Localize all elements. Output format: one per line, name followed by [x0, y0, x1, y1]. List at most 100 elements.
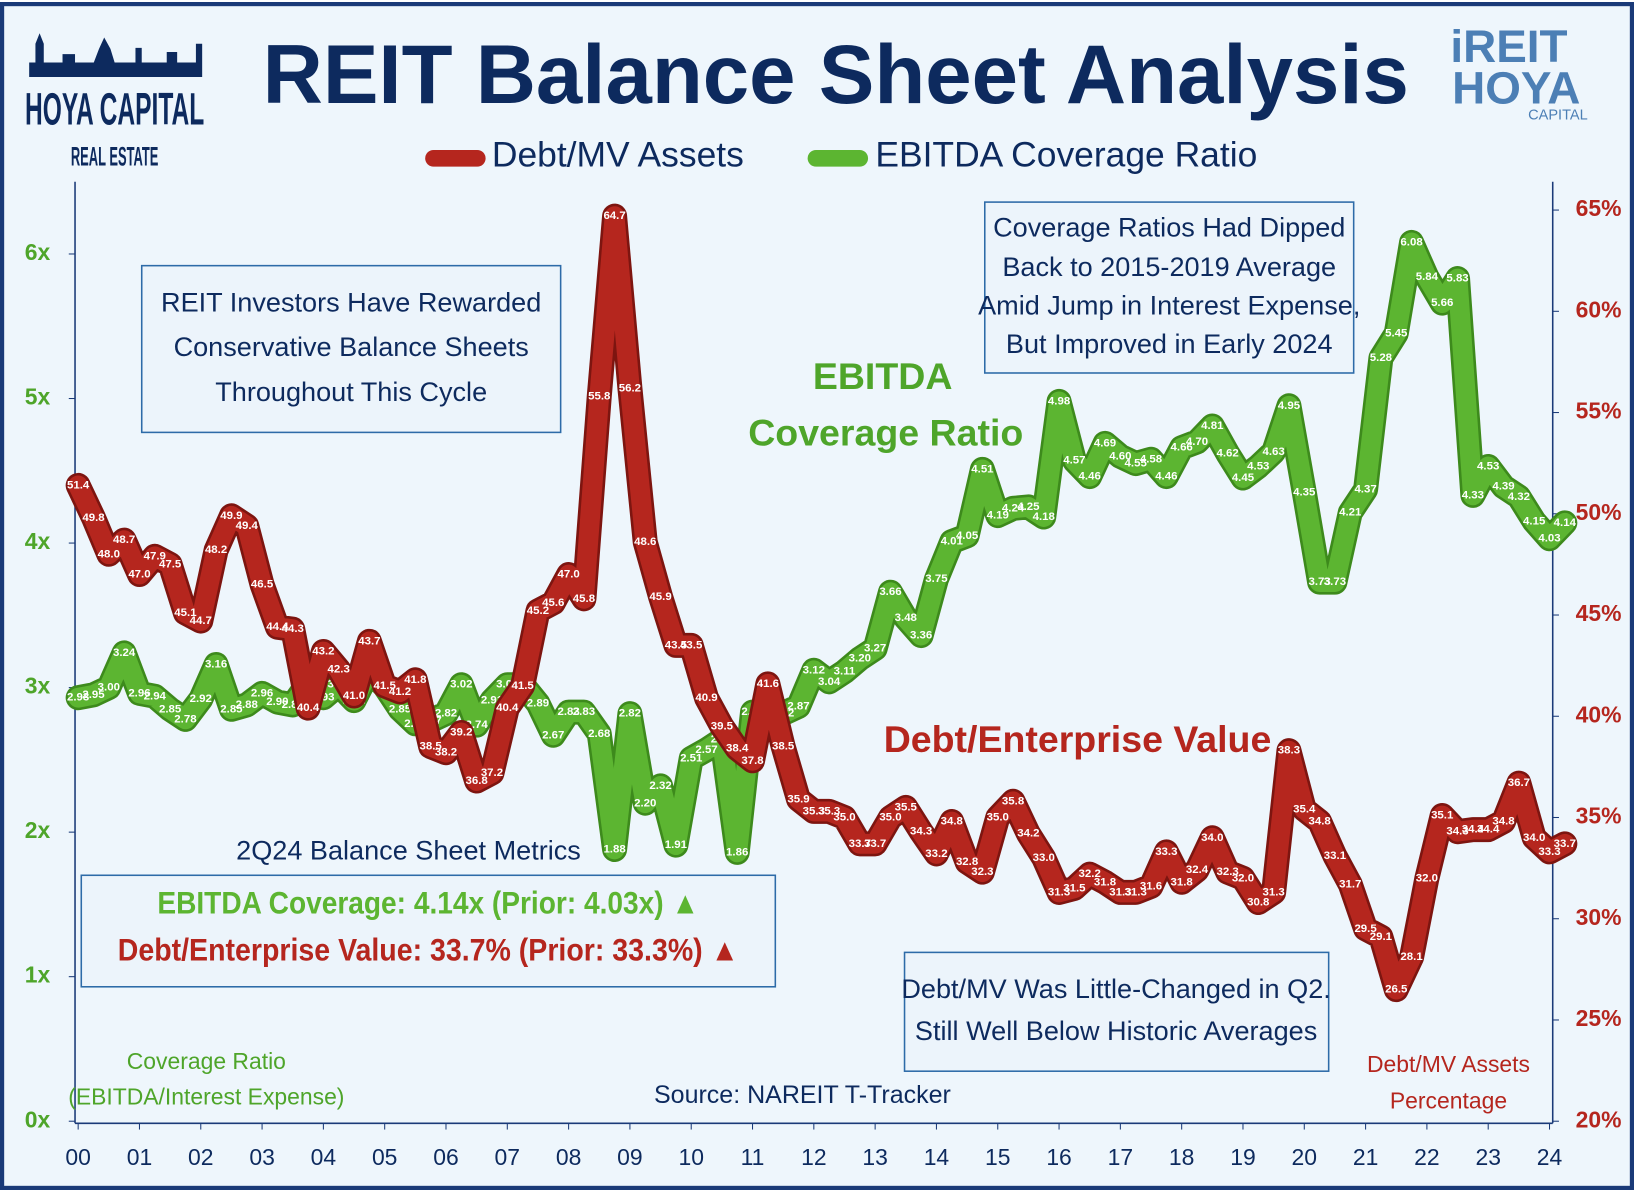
logo-text: HOYA CAPITAL	[25, 83, 204, 135]
data-label: 4.51	[971, 463, 994, 475]
x-tick-label: 14	[924, 1144, 950, 1170]
x-tick-label: 11	[741, 1144, 765, 1170]
data-label: 3.66	[879, 586, 901, 598]
data-label: 33.7	[849, 838, 871, 850]
data-label: 2.82	[619, 708, 641, 720]
y2-tick-label: 40%	[1576, 701, 1622, 727]
x-tick-label: 19	[1230, 1144, 1255, 1170]
x-tick-label: 18	[1169, 1144, 1194, 1170]
x-tick-label: 22	[1414, 1144, 1439, 1170]
data-label: 4.24	[1002, 502, 1025, 514]
data-label: 5.83	[1446, 273, 1468, 285]
data-label: 3.00	[98, 682, 120, 694]
data-label: 43.5	[665, 639, 688, 651]
note-box	[983, 201, 1355, 374]
x-tick-label: 17	[1108, 1144, 1133, 1170]
x-tick-label: 13	[862, 1144, 887, 1170]
data-label: 34.4	[1477, 824, 1500, 836]
x-tick-label: 00	[65, 1144, 90, 1170]
chart-title: REIT Balance Sheet Analysis	[263, 28, 1409, 121]
data-label: 47.0	[128, 569, 150, 581]
data-label: 35.0	[833, 812, 855, 824]
data-label: 34.0	[1201, 832, 1223, 844]
data-label: 4.25	[1017, 501, 1040, 513]
data-label: 64.7	[603, 210, 625, 222]
data-label: 3.24	[113, 647, 136, 659]
series-line	[68, 206, 1575, 1000]
data-label: 4.58	[1140, 453, 1163, 465]
left-logo: HOYA CAPITAL REAL ESTATE	[25, 33, 204, 171]
data-label: 41.0	[343, 690, 365, 702]
data-label: 2.57	[695, 744, 717, 756]
y2-tick-label: 65%	[1576, 195, 1622, 221]
data-label: 2.89	[527, 698, 549, 710]
annotations: REIT Investors Have Rewarded Conservativ…	[68, 201, 1530, 1114]
x-tick-label: 06	[433, 1144, 458, 1170]
data-label: 32.8	[956, 856, 979, 868]
note-text: Amid Jump in Interest Expense,	[978, 289, 1360, 320]
data-label: 2.83	[557, 706, 579, 718]
legend-swatch	[425, 149, 486, 167]
legend-swatch	[807, 149, 869, 167]
data-label: 35.8	[1002, 795, 1025, 807]
y2-tick-label: 20%	[1576, 1106, 1622, 1132]
data-label: 3.02	[450, 679, 472, 691]
data-label: 2.20	[634, 797, 656, 809]
data-label: 47.0	[557, 569, 579, 581]
data-label: 34.8	[1492, 816, 1515, 828]
data-label: 4.55	[1125, 458, 1148, 470]
data-label: 44.7	[190, 615, 212, 627]
data-label: 48.0	[98, 548, 120, 560]
data-label: 35.1	[1431, 810, 1454, 822]
y2-tick-label: 50%	[1576, 499, 1622, 525]
data-label: 37.8	[741, 755, 764, 767]
data-label: 43.2	[312, 645, 334, 657]
data-label: 4.37	[1354, 484, 1376, 496]
data-label: 55.8	[588, 390, 611, 402]
data-label: 46.5	[251, 579, 274, 591]
data-label: 35.4	[1293, 803, 1316, 815]
data-label: 4.03	[1538, 533, 1560, 545]
data-label: 35.0	[987, 812, 1009, 824]
data-label: 2.82	[435, 708, 457, 720]
data-label: 32.4	[1186, 864, 1209, 876]
data-label: 34.3	[910, 826, 932, 838]
data-label: 2.32	[649, 780, 671, 792]
note-text: Still Well Below Historic Averages	[915, 1015, 1317, 1046]
data-label: 30.8	[1247, 897, 1270, 909]
data-label: 38.3	[1278, 745, 1300, 757]
data-label: 3.73	[1324, 576, 1346, 588]
skyline	[29, 33, 203, 78]
data-label: 44.3	[282, 623, 304, 635]
data-label: 3.11	[834, 666, 856, 678]
data-label: 32.3	[1217, 866, 1239, 878]
note-text: Debt/MV Was Little-Changed in Q2.	[901, 973, 1330, 1004]
series-label: Coverage Ratio	[748, 411, 1023, 453]
data-label: 45.6	[542, 597, 564, 609]
x-tick-label: 10	[678, 1144, 703, 1170]
data-label: 49.9	[220, 510, 242, 522]
data-label: 3.75	[925, 573, 948, 585]
data-label: 4.63	[1262, 446, 1284, 458]
x-tick-label: 09	[617, 1144, 642, 1170]
x-tick-label: 02	[188, 1144, 213, 1170]
data-label: 39.2	[450, 726, 472, 738]
plot: 0x 1x 2x 3x 4x 5x 6x 20% 25% 30% 35% 40% 45% 50% 55% 60…	[25, 181, 1622, 1170]
y2-tick-label: 25%	[1576, 1005, 1622, 1031]
note-box	[80, 874, 777, 988]
data-label: 4.05	[956, 530, 979, 542]
y-tick-label: 5x	[25, 384, 51, 410]
data-label: 4.18	[1033, 511, 1056, 523]
data-label: 33.7	[1554, 838, 1576, 850]
data-label: 2.51	[680, 752, 703, 764]
data-label: 48.2	[205, 544, 227, 556]
data-label: 51.4	[67, 479, 90, 491]
x-tick-label: 08	[556, 1144, 581, 1170]
data-label: 2.85	[220, 703, 243, 715]
y2-tick-label: 45%	[1576, 600, 1622, 626]
data-label: 41.8	[404, 674, 427, 686]
data-label: 49.4	[236, 520, 259, 532]
x-tick-label: 04	[311, 1144, 337, 1170]
data-label: 35.0	[879, 812, 901, 824]
